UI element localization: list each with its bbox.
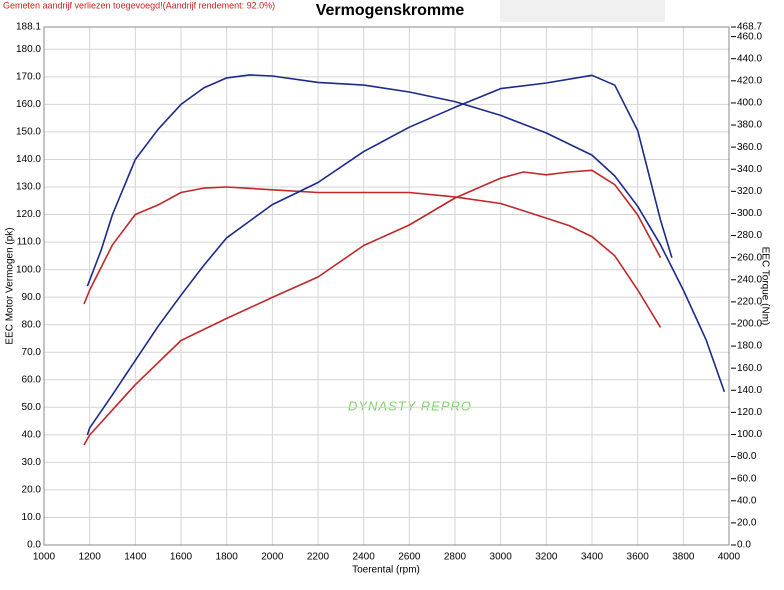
x-tick-label: 2200 [307,552,330,563]
x-tick-label: 3600 [627,552,650,563]
y-tick-label: 80.0 [22,319,42,330]
x-tick-label: 2000 [261,552,284,563]
y2-tick-label: 240.0 [737,274,762,285]
y2-tick-label: 460.0 [737,31,762,42]
y-tick-label: 90.0 [22,292,42,303]
y-tick-label: 170.0 [16,71,41,82]
y-tick-label: 30.0 [22,457,42,468]
y-tick-label: 188.1 [16,22,41,33]
y2-tick-label: 0.0 [737,540,751,551]
y-tick-label: 110.0 [17,237,42,248]
y-tick-label: 50.0 [22,402,42,413]
y-tick-label: 0.0 [27,540,41,551]
x-tick-label: 3200 [535,552,558,563]
y-tick-label: 130.0 [16,182,41,193]
series-line [83,169,662,446]
x-tick-label: 3400 [581,552,604,563]
y2-axis-label: EEC Torque (Nm) [759,247,770,326]
y-tick-label: 180.0 [16,44,41,55]
series-line [83,186,662,328]
y2-tick-label: 400.0 [737,98,762,109]
header-box [500,0,665,22]
y2-tick-label: 320.0 [737,186,762,197]
x-tick-label: 1200 [79,552,102,563]
y2-tick-label: 260.0 [737,252,762,263]
x-axis-label: Toerental (rpm) [352,565,420,576]
y2-tick-label: 420.0 [737,75,762,86]
x-tick-label: 4000 [718,552,741,563]
y2-tick-label: 200.0 [737,319,762,330]
y-tick-label: 10.0 [22,512,42,523]
y2-tick-label: 360.0 [737,142,762,153]
y-tick-label: 160.0 [16,99,41,110]
y2-tick-label: 120.0 [737,407,762,418]
x-tick-label: 1000 [33,552,56,563]
chart-title: Vermogenskromme [316,2,465,19]
y-tick-label: 20.0 [22,485,42,496]
watermark: DYNASTY REPRO [348,398,472,413]
plot-frame [43,26,730,546]
series-line [86,74,726,393]
y-tick-label: 40.0 [22,429,42,440]
y-tick-label: 100.0 [16,264,41,275]
y-tick-label: 140.0 [16,154,41,165]
y2-tick-label: 280.0 [737,230,762,241]
y-tick-label: 70.0 [22,347,42,358]
note: Gemeten aandrijf verliezen toegevoegd!(A… [3,0,275,10]
y2-tick-label: 60.0 [737,473,757,484]
y2-tick-label: 468.7 [737,22,762,33]
x-tick-label: 1800 [216,552,239,563]
y2-tick-label: 40.0 [737,495,757,506]
y2-tick-label: 380.0 [737,120,762,131]
y2-tick-label: 80.0 [737,451,757,462]
x-tick-label: 2800 [444,552,467,563]
y2-tick-label: 440.0 [737,53,762,64]
y2-tick-label: 160.0 [737,363,762,374]
y2-tick-label: 100.0 [737,429,762,440]
y-tick-label: 120.0 [16,209,41,220]
series-line [86,74,673,436]
y-axis-label: EEC Motor Vermogen (pk) [5,227,16,344]
y2-tick-label: 340.0 [737,164,762,175]
x-tick-label: 2600 [398,552,421,563]
y2-tick-label: 140.0 [737,385,762,396]
x-tick-label: 2400 [353,552,376,563]
y2-tick-label: 300.0 [737,208,762,219]
x-tick-label: 3000 [490,552,513,563]
y-tick-label: 150.0 [16,127,41,138]
x-tick-label: 3800 [672,552,695,563]
y2-tick-label: 20.0 [737,518,757,529]
x-tick-label: 1600 [170,552,193,563]
y2-tick-label: 180.0 [737,341,762,352]
y2-tick-label: 220.0 [737,297,762,308]
x-tick-label: 1400 [124,552,147,563]
y-tick-label: 60.0 [22,374,42,385]
